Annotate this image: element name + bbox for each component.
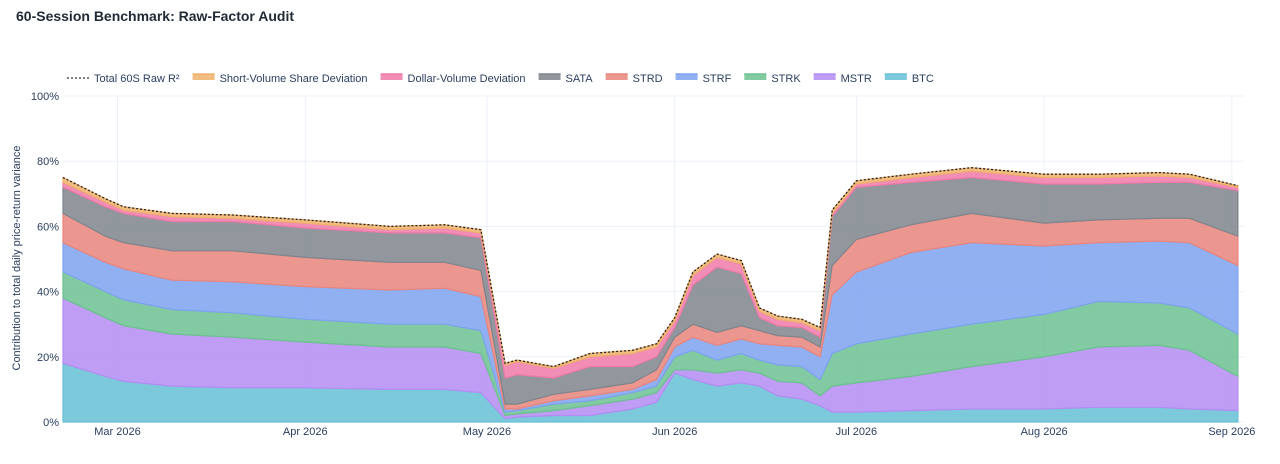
legend-swatch	[675, 74, 698, 80]
x-tick-label: May 2026	[463, 426, 511, 438]
legend-swatch	[380, 74, 403, 80]
y-tick-label: 80%	[37, 156, 59, 168]
total-line	[62, 167, 1239, 368]
y-tick-label: 0%	[43, 417, 59, 429]
chart-title: 60-Session Benchmark: Raw-Factor Audit	[16, 8, 294, 24]
line-total-60s-raw-r2	[62, 167, 1239, 368]
legend-label: Dollar-Volume Deviation	[408, 73, 526, 85]
y-axis-title: Contribution to total daily price-return…	[11, 145, 23, 370]
legend: Total 60S Raw R² Short-Volume Share Devia…	[67, 73, 934, 85]
legend-swatch	[192, 74, 215, 80]
legend-item[interactable]: STRF	[675, 73, 732, 85]
y-tick-label: 100%	[31, 91, 59, 103]
legend-item[interactable]: STRK	[744, 73, 801, 85]
y-tick-label: 40%	[37, 287, 59, 299]
x-tick-label: Sep 2026	[1208, 426, 1255, 438]
legend-item[interactable]: MSTR	[813, 73, 872, 85]
x-tick-label: Aug 2026	[1021, 426, 1068, 438]
x-tick-label: Mar 2026	[94, 426, 140, 438]
x-tick-label: Jun 2026	[652, 426, 697, 438]
legend-swatch	[538, 74, 561, 80]
legend-label: STRD	[633, 73, 663, 85]
legend-label: Short-Volume Share Deviation	[220, 73, 368, 85]
legend-item[interactable]: Total 60S Raw R²	[67, 73, 180, 85]
legend-label: STRF	[703, 73, 732, 85]
x-axis: Mar 2026 Apr 2026 May 2026 Jun 2026 Jul 2026…	[94, 426, 1255, 438]
legend-item[interactable]: Dollar-Volume Deviation	[380, 73, 526, 85]
x-tick-label: Apr 2026	[283, 426, 328, 438]
legend-swatch	[605, 74, 628, 80]
legend-swatch	[744, 74, 767, 80]
legend-item[interactable]: SATA	[538, 73, 594, 85]
legend-label: STRK	[771, 73, 801, 85]
legend-label: BTC	[912, 73, 934, 85]
legend-label: MSTR	[841, 73, 872, 85]
legend-label: Total 60S Raw R²	[94, 73, 180, 85]
legend-item[interactable]: STRD	[605, 73, 663, 85]
legend-swatch	[813, 74, 836, 80]
legend-item[interactable]: BTC	[884, 73, 934, 85]
legend-swatch	[884, 74, 907, 80]
legend-label: SATA	[566, 73, 594, 85]
series-areas	[62, 167, 1239, 423]
y-tick-label: 60%	[37, 221, 59, 233]
x-tick-label: Jul 2026	[836, 426, 878, 438]
y-axis: 0% 20% 40% 60% 80% 100%	[31, 91, 59, 429]
y-tick-label: 20%	[37, 352, 59, 364]
area-short-volume-share-deviation	[62, 167, 1239, 369]
legend-item[interactable]: Short-Volume Share Deviation	[192, 73, 368, 85]
